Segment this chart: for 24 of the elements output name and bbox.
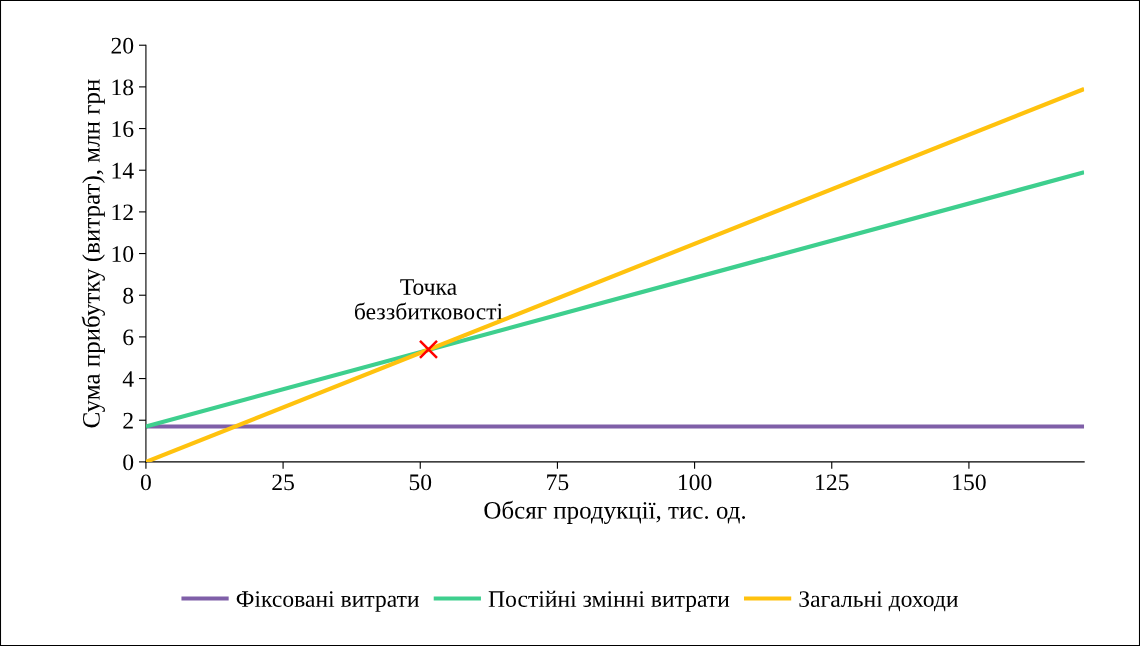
legend-label: Фіксовані витрати bbox=[236, 591, 419, 612]
y-tick-label: 12 bbox=[112, 204, 133, 221]
x-tick-label: 50 bbox=[409, 474, 432, 491]
y-tick-label: 10 bbox=[112, 246, 134, 262]
y-tick-label: 0 bbox=[123, 454, 134, 471]
y-tick-label: 4 bbox=[122, 371, 134, 387]
x-tick-label: 0 bbox=[140, 474, 151, 491]
x-axis-title: Обсяг продукції, тис. од. bbox=[484, 500, 746, 524]
y-tick-label: 2 bbox=[123, 412, 133, 429]
legend-label: Загальні доходи bbox=[799, 591, 958, 612]
x-tick-label: 100 bbox=[678, 474, 712, 491]
annotation: Точка беззбитковості bbox=[354, 279, 503, 320]
y-tick-label: 18 bbox=[112, 79, 134, 96]
y-tick-label: 20 bbox=[111, 37, 134, 54]
y-axis-title: Сума прибутку (витрат), млн грн bbox=[81, 79, 105, 428]
x-tick-label: 75 bbox=[547, 474, 569, 491]
x-tick-label: 125 bbox=[816, 474, 849, 491]
y-tick-label: 14 bbox=[112, 162, 134, 179]
y-tick-label: 6 bbox=[123, 329, 134, 346]
x-tick-label: 150 bbox=[953, 474, 986, 491]
x-tick-label: 25 bbox=[272, 474, 294, 491]
y-tick-label: 8 bbox=[123, 287, 134, 304]
y-tick-label: 16 bbox=[112, 121, 134, 137]
legend-label: Постійні змінні витрати bbox=[488, 590, 730, 612]
